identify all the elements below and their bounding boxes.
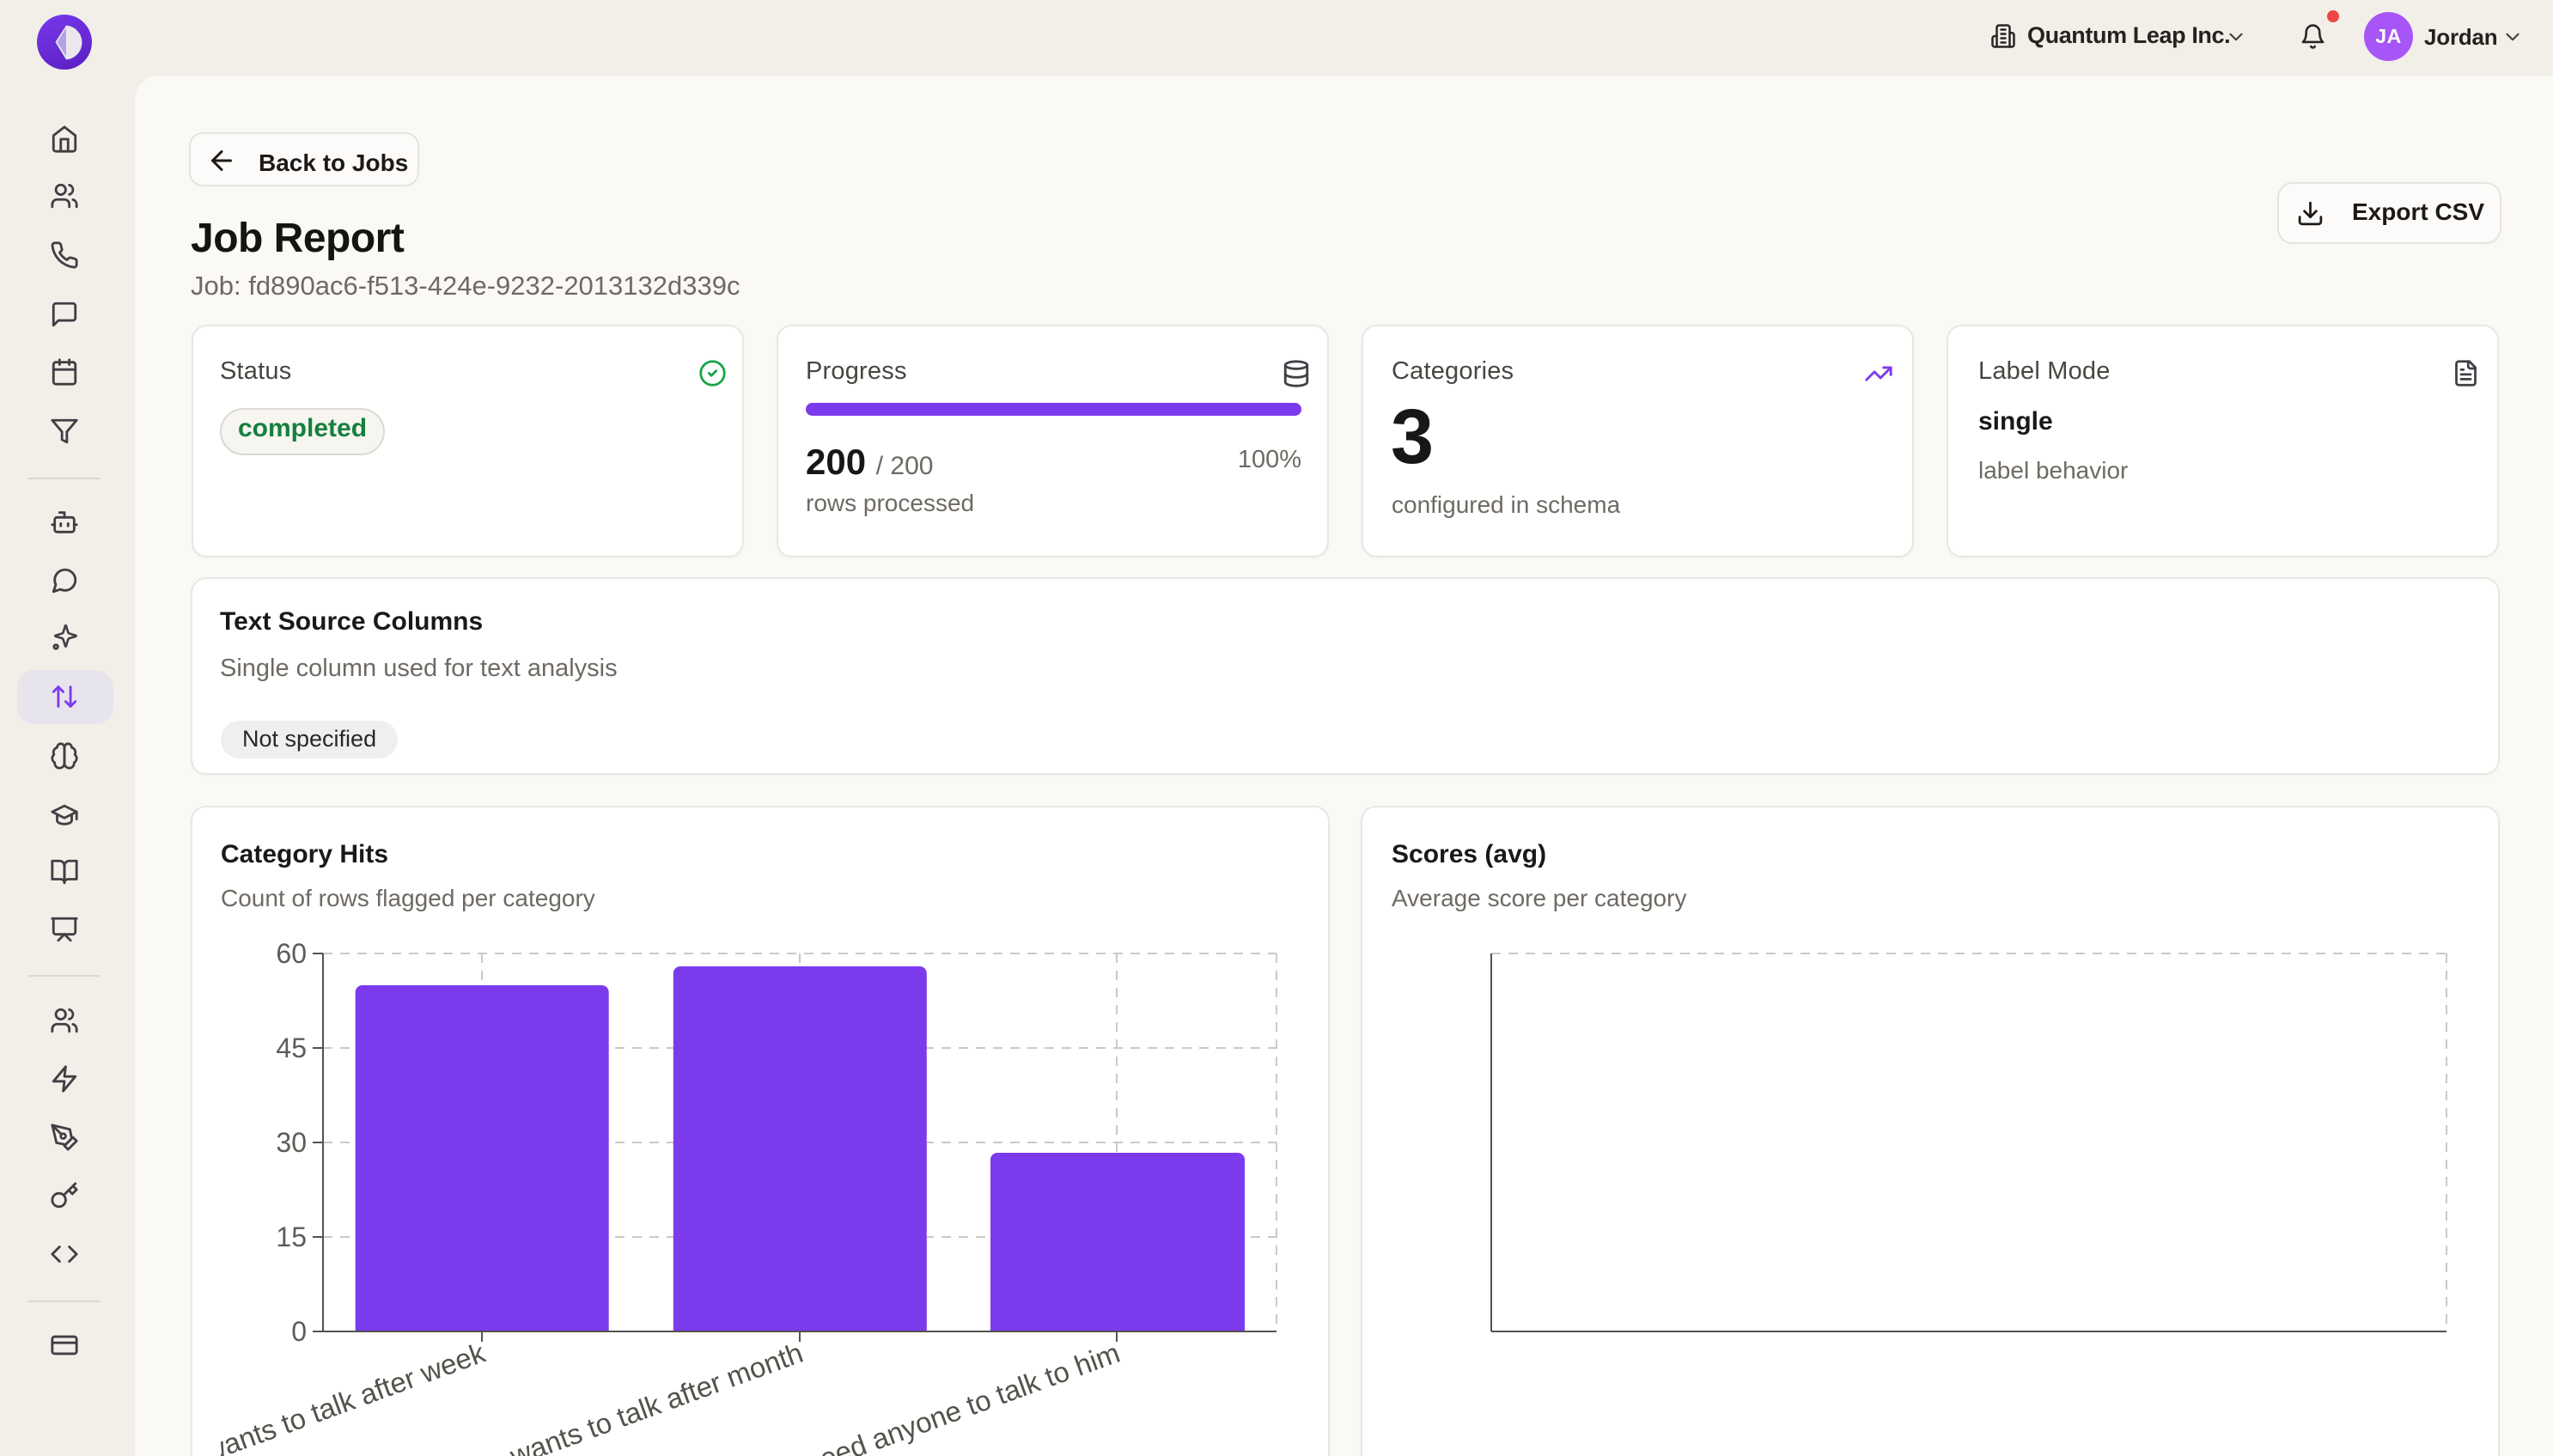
svg-text:45: 45 <box>276 1033 307 1063</box>
svg-text:60: 60 <box>276 938 307 969</box>
svg-text:wants to talk after week: wants to talk after week <box>221 1337 490 1456</box>
svg-text:0: 0 <box>291 1316 307 1347</box>
svg-text:30: 30 <box>276 1127 307 1158</box>
svg-text:15: 15 <box>276 1221 307 1252</box>
svg-text:wants to talk after month: wants to talk after month <box>505 1337 807 1456</box>
